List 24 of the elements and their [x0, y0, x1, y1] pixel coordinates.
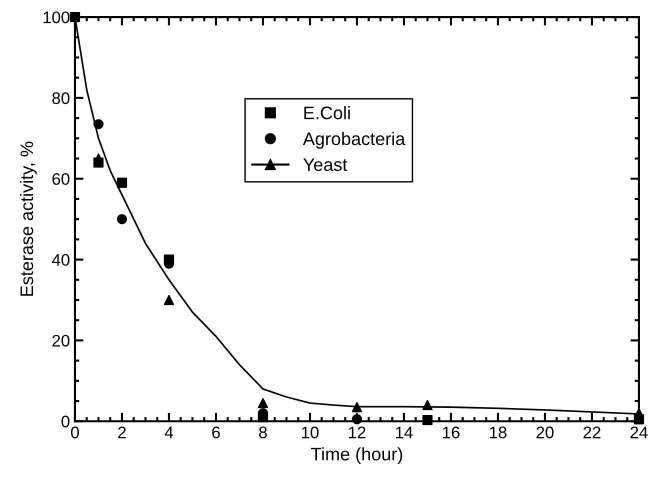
x-tick-label: 12: [348, 426, 366, 438]
legend-label: Agrobacteria: [302, 132, 406, 149]
y-tick-label: 0: [62, 416, 70, 428]
x-tick-label: 24: [630, 426, 648, 438]
x-tick-label: 6: [212, 426, 220, 438]
x-tick-label: 0: [70, 426, 79, 438]
y-axis-title: Esterase activity, %: [20, 142, 37, 296]
x-tick-label: 22: [584, 426, 600, 438]
legend-label: E.Coli: [304, 106, 350, 120]
x-tick-label: 2: [118, 426, 126, 438]
x-tick-label: 8: [259, 426, 267, 438]
y-tick-label: 60: [52, 173, 70, 185]
y-tick-label: 40: [52, 254, 70, 266]
y-tick-label: 20: [52, 334, 70, 347]
legend-label: Yeast: [303, 158, 348, 172]
y-tick-label: 100: [44, 11, 70, 24]
y-tick-label: 80: [52, 92, 70, 104]
x-tick-label: 18: [490, 426, 507, 438]
x-tick-label: 14: [396, 426, 413, 438]
x-axis-title: Time (hour): [311, 447, 402, 464]
x-tick-label: 4: [164, 426, 174, 438]
x-tick-label: 10: [302, 426, 319, 438]
x-tick-label: 16: [442, 426, 460, 438]
x-tick-label: 20: [536, 426, 554, 438]
